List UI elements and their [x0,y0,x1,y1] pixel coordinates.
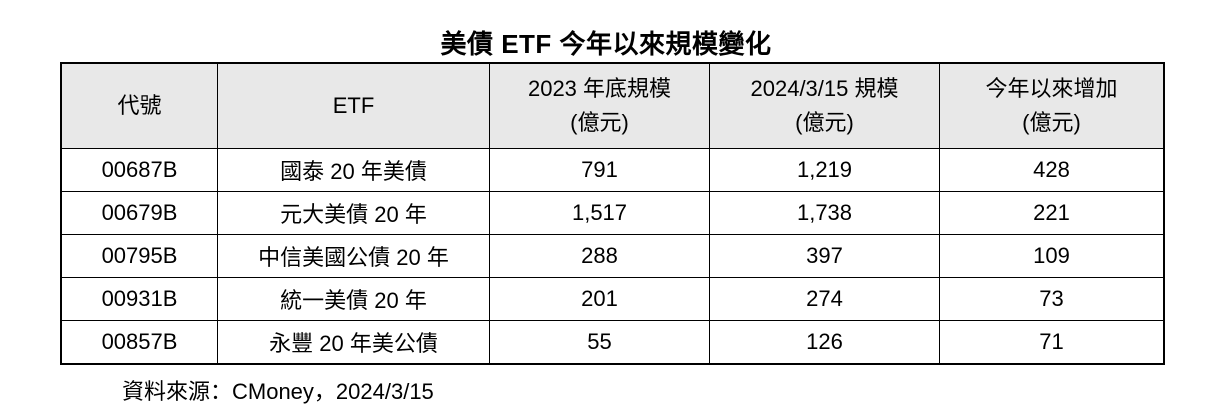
cell-size-2024: 274 [709,277,940,321]
cell-size-2024: 397 [709,234,940,278]
data-source: 資料來源：CMoney，2024/3/15 [122,379,434,404]
table-body: 00687B 國泰 20 年美債 791 1,219 428 00679B 元大… [60,148,1165,365]
cell-increase: 71 [939,320,1165,365]
col-header-size-2024: 2024/3/15 規模 (億元) [709,62,940,149]
cell-size-2023: 201 [489,277,710,321]
col-header-etf-label: ETF [332,93,375,118]
cell-code: 00931B [60,277,218,321]
col-header-increase-unit: (億元) [1022,110,1081,135]
col-header-etf: ETF [217,62,490,149]
cell-size-2024: 126 [709,320,940,365]
col-header-size-2024-label: 2024/3/15 規模 [750,76,899,101]
cell-etf-name: 統一美債 20 年 [217,277,490,321]
cell-code: 00857B [60,320,218,365]
cell-increase: 73 [939,277,1165,321]
etf-size-table: 代號 ETF 2023 年底規模 (億元) 2024/3/15 規模 (億元) … [60,62,1165,365]
cell-size-2024: 1,219 [709,148,940,192]
cell-code: 00687B [60,148,218,192]
table-row: 00795B 中信美國公債 20 年 288 397 109 [60,234,1165,278]
cell-code: 00679B [60,191,218,235]
cell-size-2023: 288 [489,234,710,278]
table-head: 代號 ETF 2023 年底規模 (億元) 2024/3/15 規模 (億元) … [60,62,1165,149]
cell-code: 00795B [60,234,218,278]
figure-title: 美債 ETF 今年以來規模變化 [440,29,772,59]
cell-etf-name: 元大美債 20 年 [217,191,490,235]
col-header-size-2023-label: 2023 年底規模 [527,76,672,101]
table-row: 00857B 永豐 20 年美公債 55 126 71 [60,320,1165,365]
cell-increase: 221 [939,191,1165,235]
cell-increase: 109 [939,234,1165,278]
col-header-increase: 今年以來增加 (億元) [939,62,1165,149]
table-row: 00679B 元大美債 20 年 1,517 1,738 221 [60,191,1165,235]
col-header-size-2023: 2023 年底規模 (億元) [489,62,710,149]
col-header-size-2023-unit: (億元) [570,110,629,135]
table-row: 00931B 統一美債 20 年 201 274 73 [60,277,1165,321]
cell-size-2023: 55 [489,320,710,365]
table-header-row: 代號 ETF 2023 年底規模 (億元) 2024/3/15 規模 (億元) … [60,62,1165,149]
cell-etf-name: 中信美國公債 20 年 [217,234,490,278]
col-header-code: 代號 [60,62,218,149]
col-header-size-2024-unit: (億元) [795,110,854,135]
col-header-code-label: 代號 [117,93,162,118]
cell-size-2024: 1,738 [709,191,940,235]
cell-increase: 428 [939,148,1165,192]
col-header-increase-label: 今年以來增加 [985,76,1118,101]
cell-etf-name: 永豐 20 年美公債 [217,320,490,365]
cell-size-2023: 791 [489,148,710,192]
table-row: 00687B 國泰 20 年美債 791 1,219 428 [60,148,1165,192]
cell-size-2023: 1,517 [489,191,710,235]
cell-etf-name: 國泰 20 年美債 [217,148,490,192]
